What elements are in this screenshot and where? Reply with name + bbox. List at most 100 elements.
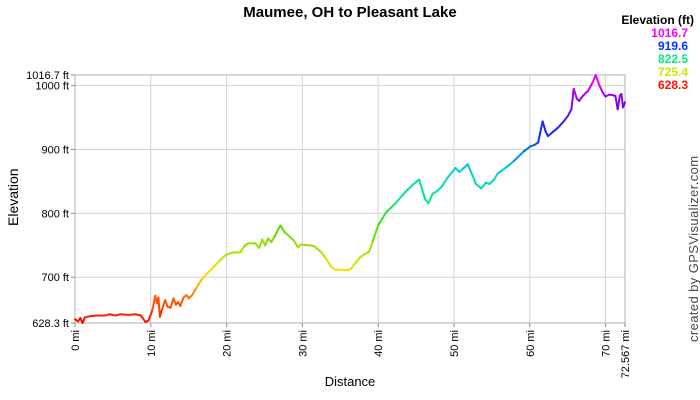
elevation-path-segment — [371, 224, 380, 242]
y-tick-label: 900 ft — [41, 145, 69, 157]
elevation-path-segment — [258, 238, 264, 249]
elevation-path-segment — [264, 237, 270, 247]
elevation-path-segment — [325, 258, 333, 269]
legend-entry: 822.5 — [657, 52, 688, 66]
x-tick-label: 60 mi — [525, 330, 537, 357]
elevation-path-segment — [157, 296, 161, 318]
y-tick-label: 700 ft — [41, 272, 69, 284]
x-axis-title: Distance — [324, 374, 376, 389]
elevation-path-segment — [239, 245, 246, 254]
elevation-path-segment — [164, 299, 169, 308]
elevation-path-segment — [190, 287, 198, 297]
elevation-path-segment — [594, 74, 601, 87]
chart-title: Maumee, OH to Pleasant Lake — [243, 4, 457, 21]
elevation-path-segment — [522, 145, 532, 153]
elevation-path-segment — [158, 308, 164, 318]
elevation-path-segment — [139, 314, 147, 323]
elevation-path-segment — [427, 192, 434, 205]
elevation-path-segment — [81, 316, 86, 324]
elevation-path-segment — [471, 173, 477, 185]
elevation-path — [74, 74, 626, 324]
elevation-path-segment — [343, 268, 352, 272]
elevation-path-segment — [578, 94, 584, 102]
elevation-path-segment — [512, 150, 525, 163]
elevation-path-segment — [169, 297, 175, 309]
y-axis-title: Elevation — [5, 168, 21, 226]
x-tick-label: 10 mi — [146, 330, 158, 357]
elevation-path-segment — [436, 185, 443, 193]
elevation-path-segment — [570, 87, 575, 111]
elevation-path-segment — [418, 178, 427, 201]
legend-entry: 1016.7 — [651, 26, 688, 40]
elevation-path-segment — [587, 81, 594, 92]
elevation-path-segment — [440, 177, 449, 188]
elevation-path-segment — [505, 160, 515, 169]
elevation-path-segment — [556, 121, 565, 129]
x-tick-label: 70 mi — [601, 330, 613, 357]
elevation-path-segment — [179, 296, 185, 307]
elevation-path-segment — [621, 101, 626, 109]
elevation-path-segment — [384, 202, 397, 214]
elevation-path-segment — [354, 256, 361, 265]
elevation-path-segment — [410, 178, 421, 187]
elevation-path-segment — [480, 181, 487, 190]
elevation-path-segment — [488, 178, 496, 185]
legend-entry: 628.3 — [657, 78, 688, 92]
elevation-path-segment — [119, 313, 130, 316]
x-tick-label: 40 mi — [373, 330, 385, 357]
x-tick-label: 20 mi — [222, 330, 234, 357]
elevation-path-segment — [312, 244, 323, 254]
elevation-path-segment — [273, 224, 282, 238]
elevation-path-segment — [616, 94, 621, 111]
elevation-path-segment — [466, 163, 474, 176]
legend-entry: 919.6 — [657, 39, 688, 53]
watermark-credit: created by GPSVisualizer.com — [686, 155, 700, 342]
elevation-path-segment — [349, 262, 357, 271]
elevation-path-segment — [598, 84, 604, 94]
x-tick-label: 72.567 mi — [620, 330, 632, 378]
legend-title: Elevation (ft) — [621, 13, 694, 27]
elevation-path-segment — [279, 224, 286, 234]
elevation-path-segment — [546, 130, 555, 138]
x-tick-label: 0 mi — [70, 330, 82, 351]
elevation-path-segment — [566, 108, 573, 118]
x-tick-label: 30 mi — [297, 330, 309, 357]
elevation-path-segment — [333, 268, 346, 272]
elevation-path-segment — [299, 243, 310, 247]
elevation-path-segment — [377, 216, 384, 227]
legend-entry: 725.4 — [657, 65, 688, 79]
elevation-path-segment — [195, 277, 204, 290]
elevation-path-segment — [89, 314, 99, 318]
y-tick-label: 800 ft — [41, 208, 69, 220]
elevation-path-segment — [127, 313, 137, 316]
plot-frame — [74, 74, 626, 324]
elevation-path-segment — [474, 182, 483, 190]
elevation-path-segment — [212, 259, 221, 269]
y-tick-label: 1000 ft — [35, 81, 69, 93]
elevation-path-segment — [368, 239, 374, 253]
elevation-path-segment — [572, 87, 578, 100]
elevation-path-segment — [496, 166, 508, 175]
elevation-path-segment — [493, 172, 499, 181]
elevation-path-segment — [320, 251, 328, 261]
elevation-path-segment — [446, 167, 457, 180]
elevation-path-segment — [218, 254, 227, 262]
y-tick-label: 628.3 ft — [32, 318, 69, 330]
elevation-path-segment — [541, 120, 547, 133]
elevation-path-segment — [581, 89, 590, 97]
elevation-path-segment — [562, 115, 569, 124]
y-tick-label: 1016.7 ft — [26, 70, 69, 82]
elevation-path-segment — [287, 234, 296, 242]
elevation-path-segment — [394, 192, 405, 205]
x-tick-label: 50 mi — [449, 330, 461, 357]
legend: Elevation (ft) 1016.7 919.6 822.5 725.4 628.… — [621, 13, 695, 92]
elevation-path-segment — [201, 271, 210, 280]
elevation-path-segment — [537, 120, 544, 144]
elevation-path-segment — [207, 266, 215, 274]
elevation-path-segment — [147, 309, 154, 322]
elevation-path-segment — [620, 92, 624, 109]
elevation-path-segment — [402, 184, 413, 195]
elevation-path-segment — [293, 239, 299, 249]
